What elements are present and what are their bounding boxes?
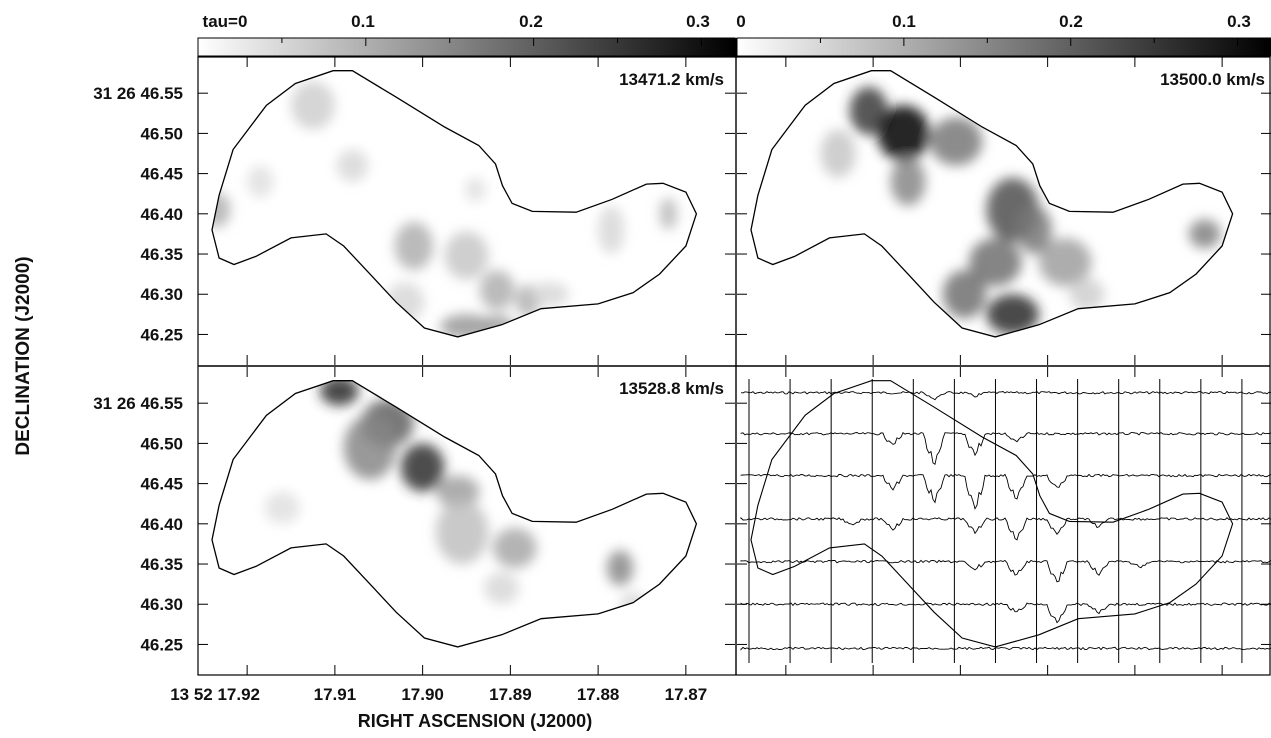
panel-frames [197, 38, 1271, 676]
colorbar-right-label-3: 0.3 [1227, 12, 1251, 31]
velocity-label-2: 13528.8 km/s [619, 379, 724, 398]
absorption-blob [291, 81, 335, 130]
source-outline [211, 70, 698, 338]
colorbar-left-label-1: 0.1 [351, 12, 375, 31]
panel-top-right: 13500.0 km/s [750, 70, 1265, 338]
spectrum-row-trace [740, 646, 1271, 651]
colorbar-right-label-2: 0.2 [1059, 12, 1083, 31]
absorption-blob [877, 105, 930, 162]
y-tick-label: 46.40 [140, 205, 183, 224]
absorption-blob [606, 550, 634, 586]
absorption-blob [969, 238, 1022, 287]
absorption-blob [890, 157, 926, 206]
absorption-blob [1069, 278, 1105, 311]
spectrum-row-trace [740, 391, 1271, 401]
spectrum-row-trace [740, 559, 1271, 583]
y-tick-label: 46.45 [140, 165, 183, 184]
absorption-blob [385, 282, 425, 323]
colorbar-right-gradient [736, 37, 1271, 57]
y-tick-label: 46.35 [140, 555, 183, 574]
y-tick-label: 31 26 46.55 [93, 394, 183, 413]
axis-ticks [198, 57, 1271, 675]
spectrum-row-trace [740, 473, 1271, 510]
velocity-label-0: 13471.2 km/s [619, 70, 724, 89]
absorption-blob [986, 294, 1039, 335]
absorption-blob [530, 282, 570, 307]
colorbar-left: tau=0 0.1 0.2 0.3 [197, 12, 736, 57]
y-tick-label: 46.25 [140, 325, 183, 344]
absorption-blob [400, 443, 445, 492]
source-outline [750, 380, 1234, 648]
x-tick-label: 17.88 [577, 685, 620, 704]
y-tick-labels-bottom: 31 26 46.55 46.50 46.45 46.40 46.35 46.3… [93, 394, 183, 654]
absorption-blob [464, 177, 486, 202]
x-axis-label: RIGHT ASCENSION (J2000) [358, 711, 592, 731]
absorption-blob [343, 415, 397, 480]
source-outline [211, 380, 698, 648]
absorption-blob [1017, 205, 1052, 254]
colorbar-left-label-2: 0.2 [519, 12, 543, 31]
colorbar-left-label-0: tau=0 [203, 12, 248, 31]
y-tick-label: 31 26 46.55 [93, 84, 183, 103]
spectrum-row-trace [740, 602, 1271, 624]
absorption-blob [479, 270, 515, 311]
y-tick-label: 46.40 [140, 515, 183, 534]
absorption-blob [598, 205, 625, 254]
absorption-blob [484, 572, 520, 605]
y-tick-labels-top: 31 26 46.55 46.50 46.45 46.40 46.35 46.3… [93, 84, 183, 344]
absorption-blob [336, 149, 369, 182]
y-tick-label: 46.35 [140, 245, 183, 264]
y-axis-label: DECLINATION (J2000) [13, 256, 34, 455]
y-tick-label: 46.50 [140, 434, 183, 453]
absorption-blob [849, 86, 889, 135]
panel-top-left: 13471.2 km/s [211, 70, 724, 338]
x-tick-label: 17.91 [314, 685, 357, 704]
absorption-blob [435, 499, 489, 565]
absorption-blob [659, 197, 678, 230]
colorbar-left-label-3: 0.3 [686, 12, 710, 31]
panel-bottom-left: 13528.8 km/s [211, 379, 724, 648]
y-tick-label: 46.25 [140, 635, 183, 654]
x-tick-labels: 13 52 17.92 17.91 17.90 17.89 17.88 17.8… [170, 685, 707, 704]
absorption-blob [291, 552, 327, 593]
y-tick-label: 46.50 [140, 124, 183, 143]
colorbar-right: 0 0.1 0.2 0.3 [736, 12, 1271, 57]
absorption-blob [1038, 238, 1092, 287]
spectrum-row-trace [740, 516, 1271, 541]
absorption-blob [435, 475, 480, 508]
x-tick-label: 17.89 [489, 685, 532, 704]
spectrum-row-trace [740, 432, 1271, 466]
y-tick-label: 46.30 [140, 285, 183, 304]
absorption-blob [820, 129, 856, 178]
absorption-blob [942, 270, 987, 319]
colorbar-left-gradient [197, 37, 736, 57]
x-tick-label: 13 52 17.92 [170, 685, 260, 704]
x-tick-label: 17.90 [401, 685, 444, 704]
absorption-blob [1188, 219, 1221, 249]
absorption-blob [492, 527, 537, 569]
x-tick-label: 17.87 [665, 685, 708, 704]
absorption-blob [264, 491, 300, 524]
source-outline [750, 70, 1234, 338]
panel-spectra [740, 379, 1271, 663]
colorbar-right-label-1: 0.1 [892, 12, 916, 31]
colorbar-right-label-0: 0 [736, 12, 745, 31]
absorption-blob [929, 117, 983, 166]
absorption-blob [320, 380, 359, 406]
y-tick-label: 46.30 [140, 595, 183, 614]
y-tick-label: 46.45 [140, 475, 183, 494]
absorption-blob [247, 165, 274, 198]
absorption-blob [444, 231, 489, 280]
velocity-label-1: 13500.0 km/s [1160, 70, 1265, 89]
absorption-blob [394, 221, 434, 271]
